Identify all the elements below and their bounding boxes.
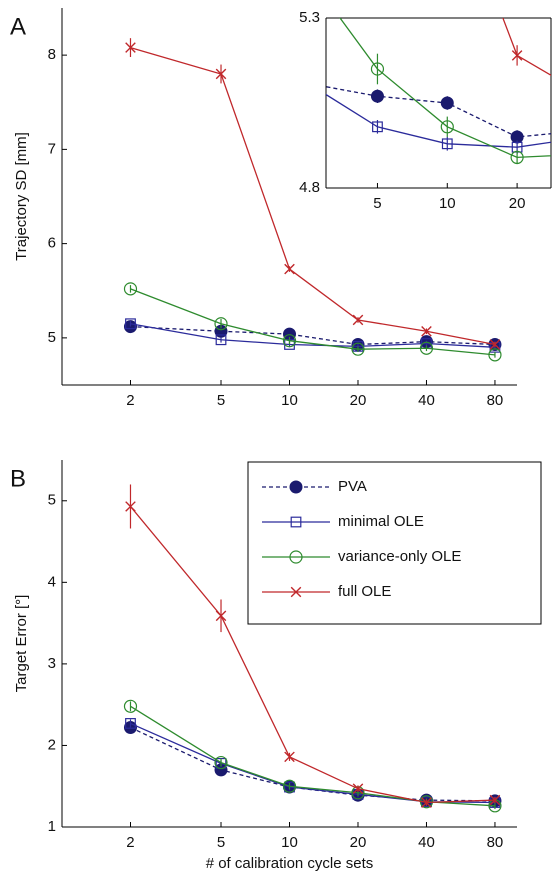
marker bbox=[123, 699, 138, 713]
x-tick-label: 20 bbox=[350, 392, 367, 409]
marker bbox=[215, 68, 227, 80]
marker bbox=[284, 263, 295, 275]
legend-label: full OLE bbox=[338, 583, 391, 600]
marker bbox=[488, 348, 502, 362]
y-tick-label: 2 bbox=[48, 736, 56, 753]
marker bbox=[215, 334, 227, 346]
series-line bbox=[130, 46, 496, 346]
y-tick-label: 5.3 bbox=[299, 9, 320, 26]
chart-panel: 1 2 3 4 5 2 5 10 20 40 80 B Target Error [°] # of cal… bbox=[10, 460, 542, 872]
x-tick-label: 10 bbox=[439, 195, 456, 212]
plot-area bbox=[123, 484, 502, 813]
marker bbox=[352, 783, 364, 794]
chart-panel: 4.8 5.3 5 10 20 bbox=[279, 9, 552, 212]
marker bbox=[214, 317, 228, 331]
marker bbox=[280, 64, 290, 74]
x-tick-label: 80 bbox=[487, 392, 504, 409]
plot-area bbox=[123, 38, 502, 362]
x-tick-label: 5 bbox=[217, 392, 225, 409]
marker bbox=[290, 586, 302, 598]
marker bbox=[125, 318, 136, 330]
marker bbox=[214, 755, 228, 770]
marker bbox=[125, 501, 136, 512]
marker bbox=[489, 339, 501, 350]
x-tick-label: 2 bbox=[126, 834, 134, 851]
marker bbox=[351, 342, 365, 356]
marker bbox=[284, 751, 295, 763]
legend-label: minimal OLE bbox=[338, 513, 424, 530]
marker bbox=[510, 150, 524, 164]
marker bbox=[489, 794, 501, 806]
y-axis-label: Trajectory SD [mm] bbox=[13, 132, 30, 261]
legend: PVA minimal OLE variance-only OLE full OLE bbox=[247, 461, 542, 625]
marker bbox=[440, 96, 454, 110]
x-axis-label: # of calibration cycle sets bbox=[206, 855, 374, 872]
marker bbox=[279, 73, 291, 85]
marker bbox=[215, 610, 227, 622]
series-line bbox=[130, 722, 495, 804]
marker bbox=[421, 325, 432, 337]
y-tick-label: 8 bbox=[48, 46, 56, 63]
y-tick-label: 6 bbox=[48, 235, 56, 252]
x-tick-label: 40 bbox=[418, 392, 435, 409]
y-tick-label: 7 bbox=[48, 140, 56, 157]
y-tick-label: 5 bbox=[48, 329, 56, 346]
legend-label: PVA bbox=[338, 478, 367, 495]
series-line bbox=[130, 325, 495, 346]
x-tick-label: 5 bbox=[217, 834, 225, 851]
marker bbox=[441, 138, 453, 150]
marker bbox=[370, 62, 385, 76]
marker bbox=[289, 550, 303, 564]
marker bbox=[282, 779, 297, 793]
x-tick-label: 10 bbox=[281, 834, 298, 851]
chart-panel: 5 6 7 8 2 5 10 20 40 80 A Trajectory SD [mm] bbox=[10, 8, 517, 409]
y-tick-label: 4 bbox=[48, 573, 56, 590]
marker bbox=[125, 42, 136, 53]
marker bbox=[289, 480, 303, 494]
x-tick-label: 80 bbox=[487, 834, 504, 851]
marker bbox=[421, 797, 432, 808]
x-tick-label: 40 bbox=[418, 834, 435, 851]
y-axis-label: Target Error [°] bbox=[13, 595, 30, 693]
marker bbox=[511, 50, 523, 61]
series-line bbox=[129, 506, 495, 804]
marker bbox=[440, 120, 454, 134]
y-tick-label: 4.8 bbox=[299, 179, 320, 196]
marker bbox=[290, 516, 302, 528]
panel-label: A bbox=[10, 13, 26, 40]
marker bbox=[125, 718, 136, 729]
marker bbox=[352, 314, 364, 326]
plot-area bbox=[279, 18, 551, 165]
y-tick-label: 1 bbox=[48, 818, 56, 835]
y-tick-label: 5 bbox=[48, 492, 56, 509]
x-tick-label: 20 bbox=[350, 834, 367, 851]
marker bbox=[370, 89, 384, 103]
marker bbox=[372, 121, 383, 133]
y-tick-label: 3 bbox=[48, 655, 56, 672]
legend-label: variance-only OLE bbox=[338, 548, 461, 565]
x-tick-label: 20 bbox=[509, 195, 526, 212]
panel-label: B bbox=[10, 465, 26, 492]
series-line bbox=[130, 288, 496, 356]
marker bbox=[282, 334, 297, 348]
x-tick-label: 10 bbox=[281, 392, 298, 409]
marker bbox=[123, 282, 138, 296]
series-line bbox=[130, 705, 495, 807]
marker bbox=[419, 341, 434, 355]
series-line bbox=[502, 18, 551, 76]
x-tick-label: 5 bbox=[373, 195, 381, 212]
x-tick-label: 2 bbox=[126, 392, 134, 409]
